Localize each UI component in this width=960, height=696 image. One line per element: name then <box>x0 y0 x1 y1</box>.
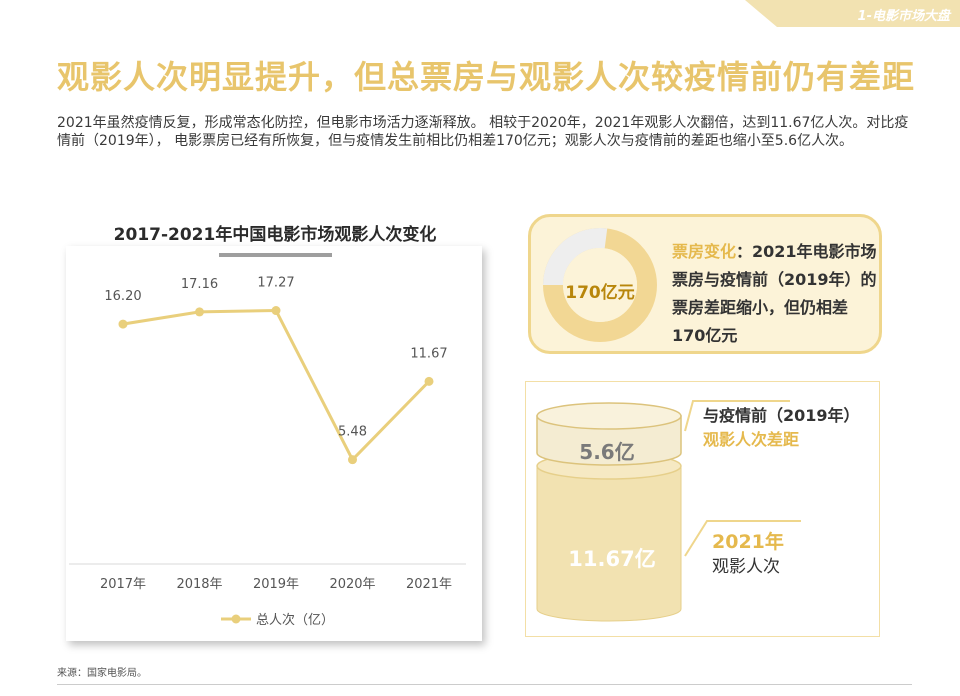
year-note-line2: 观影人次 <box>712 557 780 577</box>
gap-note-line2: 观影人次差距 <box>703 430 800 449</box>
section-tab: 1-电影市场大盘 <box>745 0 960 27</box>
box-office-note-text: ：2021年电影市场票房与疫情前（2019年）的票房差距缩小，但仍相差170亿元 <box>672 242 877 345</box>
data-label: 5.48 <box>338 425 367 440</box>
x-tick-label: 2020年 <box>329 577 375 592</box>
intro-paragraph: 2021年虽然疫情反复，形成常态化防控，但电影市场活力逐渐释放。 相较于2020… <box>57 115 909 149</box>
x-tick-label: 2017年 <box>100 577 146 592</box>
data-point <box>195 307 204 317</box>
viewers-year-note: 2021年 观影人次 <box>712 530 784 580</box>
viewers-total-value: 11.67亿 <box>568 547 656 571</box>
data-point <box>348 455 357 465</box>
viewers-gap-note: 与疫情前（2019年） 观影人次差距 <box>703 404 860 452</box>
donut-gap-segment <box>543 228 657 342</box>
x-tick-label: 2021年 <box>406 577 452 592</box>
data-label: 16.20 <box>104 289 141 304</box>
year-note-line1: 2021年 <box>712 531 784 553</box>
page-title: 观影人次明显提升，但总票房与观影人次较疫情前仍有差距 <box>57 58 916 96</box>
box-office-note: 票房变化：2021年电影市场票房与疫情前（2019年）的票房差距缩小，但仍相差1… <box>672 238 877 350</box>
data-point <box>424 376 434 386</box>
data-point <box>118 319 128 329</box>
cylinder-gap-body <box>536 415 682 466</box>
series-line <box>122 309 431 463</box>
line-chart: 16.20 2017年 17.16 2018年 17.27 2019年 5.48 2020年 1… <box>69 276 466 628</box>
box-office-gap-label: 170亿元 <box>565 283 635 303</box>
footer-rule <box>57 684 912 685</box>
gap-connector <box>684 400 790 432</box>
gap-note-line1: 与疫情前（2019年） <box>703 406 860 425</box>
data-label: 17.27 <box>257 276 294 291</box>
data-label: 11.67 <box>410 346 447 361</box>
donut-hole <box>563 248 637 322</box>
legend-marker <box>231 614 241 624</box>
data-point <box>271 306 281 316</box>
viewers-gap-value: 5.6亿 <box>579 440 635 464</box>
x-tick-label: 2018年 <box>176 577 222 592</box>
chart-title: 2017-2021年中国电影市场观影人次变化 <box>113 225 437 245</box>
source-note: 来源：国家电影局。 <box>57 668 147 679</box>
total-connector <box>684 520 801 557</box>
legend-label: 总人次（亿） <box>256 612 334 628</box>
x-tick-label: 2019年 <box>253 577 299 592</box>
cylinder-total-body <box>536 465 682 622</box>
cylinder-gap-top <box>536 402 682 430</box>
data-label: 17.16 <box>181 277 218 292</box>
chart-title-underline <box>219 253 332 257</box>
box-office-donut <box>543 228 657 342</box>
viewers-cylinders <box>536 400 801 622</box>
box-office-note-highlight: 票房变化 <box>672 242 737 261</box>
section-tab-label: 1-电影市场大盘 <box>857 9 950 24</box>
